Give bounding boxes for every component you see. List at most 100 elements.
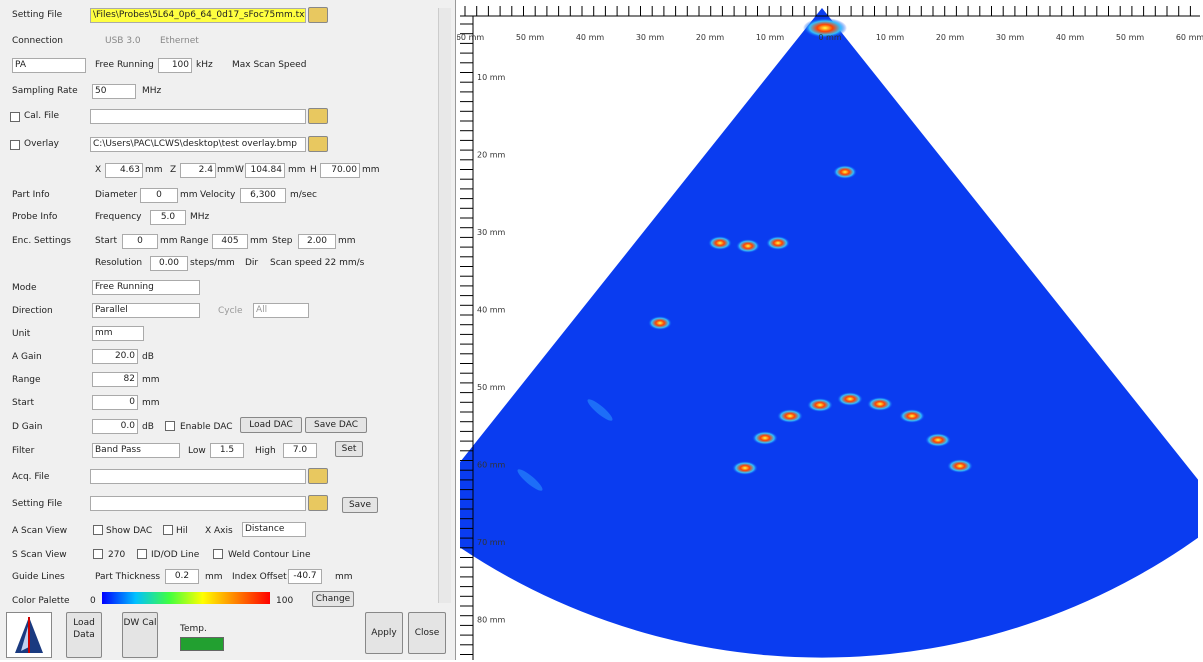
label: X	[95, 165, 102, 175]
change[interactable]: Change	[312, 591, 354, 607]
save-dac[interactable]: Save DAC	[305, 417, 367, 433]
label: Dir	[245, 258, 259, 268]
input[interactable]: 6,300	[240, 188, 286, 203]
y-label: 10 mm	[477, 73, 506, 82]
x-label: 40 mm	[576, 33, 605, 42]
label: mm	[205, 572, 223, 582]
input[interactable]: 1.5	[210, 443, 244, 458]
scan-view: 60 mm 50 mm 40 mm 30 mm 20 mm 10 mm 0 mm 10 mm 2…	[457, 0, 1203, 662]
label: Unit	[12, 329, 31, 339]
browse[interactable]	[308, 495, 328, 511]
reflector	[752, 431, 778, 445]
reflector	[925, 433, 951, 447]
checkbox[interactable]	[165, 421, 175, 431]
save[interactable]: Save	[342, 497, 378, 513]
dropdown[interactable]: Distance	[242, 522, 306, 537]
x-label: 40 mm	[1056, 33, 1085, 42]
input[interactable]	[90, 109, 306, 124]
checkbox[interactable]	[10, 112, 20, 122]
input[interactable]: 20.0	[92, 349, 138, 364]
label: Filter	[12, 446, 35, 456]
label: Guide Lines	[12, 572, 65, 582]
label: Cycle	[218, 306, 243, 316]
settings-panel: Setting File \Files\Probes\5L64_0p6_64_0…	[0, 0, 456, 660]
dropdown[interactable]: PA	[12, 58, 86, 73]
label: Free Running	[95, 60, 154, 70]
setting-file[interactable]: \Files\Probes\5L64_0p6_64_0d17_sFoc75mm.…	[90, 8, 306, 23]
input[interactable]: -40.7	[288, 569, 322, 584]
dropdown[interactable]: Parallel	[92, 303, 200, 318]
set[interactable]: Set	[335, 441, 363, 457]
label: Z	[170, 165, 177, 175]
checkbox[interactable]	[163, 525, 173, 535]
input[interactable]: 405	[212, 234, 248, 249]
input[interactable]: 0.0	[92, 419, 138, 434]
input[interactable]: 104.84	[245, 163, 285, 178]
label: Resolution	[95, 258, 143, 268]
browse[interactable]	[308, 7, 328, 23]
checkbox[interactable]	[213, 549, 223, 559]
x-label: 10 mm	[756, 33, 785, 42]
checkbox[interactable]	[137, 549, 147, 559]
label: 100	[276, 596, 294, 606]
label: kHz	[196, 60, 213, 70]
checkbox[interactable]	[93, 525, 103, 535]
input[interactable]: 7.0	[283, 443, 317, 458]
x-label: 30 mm	[636, 33, 665, 42]
input[interactable]: 5.0	[150, 210, 186, 225]
label: High	[255, 446, 276, 456]
label: Step	[272, 236, 293, 246]
input[interactable]: 100	[158, 58, 192, 73]
dw-cal[interactable]: DW Cal	[122, 612, 158, 658]
apply[interactable]: Apply	[365, 612, 403, 654]
dropdown[interactable]: 50	[92, 84, 136, 99]
input[interactable]	[90, 496, 306, 511]
x-label: 10 mm	[876, 33, 905, 42]
browse[interactable]	[308, 108, 328, 124]
label: steps/mm	[190, 258, 235, 268]
input[interactable]: 0.2	[165, 569, 199, 584]
label: A Gain	[12, 352, 42, 362]
radio[interactable]: USB 3.0	[105, 36, 141, 46]
input[interactable]: 2.00	[298, 234, 336, 249]
x-label: 20 mm	[936, 33, 965, 42]
dropdown[interactable]: Band Pass	[92, 443, 180, 458]
label: mm	[142, 398, 160, 408]
input[interactable]: 70.00	[320, 163, 360, 178]
color-palette	[102, 592, 270, 604]
input[interactable]	[90, 469, 306, 484]
label: Connection	[12, 36, 63, 46]
scrollbar[interactable]	[438, 8, 451, 603]
input[interactable]: C:\Users\PAC\LCWS\desktop\test overlay.b…	[90, 137, 306, 152]
label: Velocity	[200, 190, 236, 200]
checkbox[interactable]	[93, 549, 103, 559]
rulers: 60 mm 50 mm 40 mm 30 mm 20 mm 10 mm 0 mm 10 mm 2…	[457, 6, 1203, 660]
input[interactable]: 0	[122, 234, 158, 249]
input[interactable]: 4.63	[105, 163, 143, 178]
close[interactable]: Close	[408, 612, 446, 654]
label: D Gain	[12, 422, 43, 432]
input[interactable]: 0	[92, 395, 138, 410]
input[interactable]: 2.4	[180, 163, 216, 178]
label: mm	[217, 165, 235, 175]
input[interactable]: 82	[92, 372, 138, 387]
x-label: 0 mm	[818, 33, 841, 42]
input[interactable]: 0	[140, 188, 178, 203]
browse[interactable]	[308, 468, 328, 484]
checkbox[interactable]	[10, 140, 20, 150]
input[interactable]: 0.00	[150, 256, 188, 271]
load-dac[interactable]: Load DAC	[240, 417, 302, 433]
temp-indicator	[180, 637, 224, 651]
label: MHz	[142, 86, 162, 96]
reflector	[736, 239, 760, 253]
x-label: 50 mm	[516, 33, 545, 42]
browse[interactable]	[308, 136, 328, 152]
reflector	[766, 236, 790, 250]
label: 270	[108, 550, 126, 560]
load-data[interactable]: Load Data	[66, 612, 102, 658]
dropdown[interactable]: All	[253, 303, 309, 318]
dropdown[interactable]: mm	[92, 326, 144, 341]
dropdown[interactable]: Free Running	[92, 280, 200, 295]
radio[interactable]: Ethernet	[160, 36, 199, 46]
